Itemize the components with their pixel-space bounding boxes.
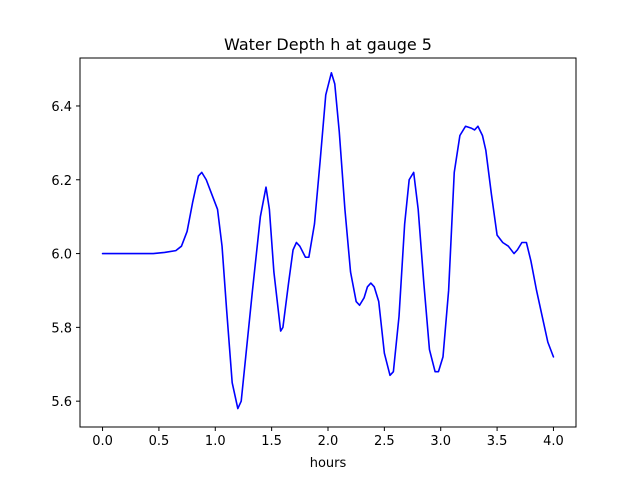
axes: 0.0 0.5 1.0 1.5 2.0 2.5 3.0 3.5 4.0 5.6 5.8 6.0 6.2 6… xyxy=(51,57,577,449)
x-tick-label: 3.5 xyxy=(487,434,508,449)
series-line-1 xyxy=(101,71,555,410)
y-tick-label: 6.4 xyxy=(51,100,72,115)
y-tick-label: 5.6 xyxy=(51,395,72,410)
x-tick-label: 4.0 xyxy=(543,434,564,449)
x-tick-label: 3.0 xyxy=(430,434,451,449)
y-tick-label: 6.0 xyxy=(51,248,72,263)
x-tick-label: 1.0 xyxy=(205,434,226,449)
x-axis-label: hours xyxy=(310,456,347,471)
x-tick-label: 2.5 xyxy=(374,434,395,449)
x-tick-label: 2.0 xyxy=(318,434,339,449)
x-tick-label: 0.0 xyxy=(92,434,113,449)
y-tick-label: 6.2 xyxy=(51,174,72,189)
chart-title: Water Depth h at gauge 5 xyxy=(224,35,432,54)
x-tick-label: 0.5 xyxy=(149,434,170,449)
y-tick-label: 5.8 xyxy=(51,321,72,336)
plot-area xyxy=(101,71,555,410)
x-tick-label: 1.5 xyxy=(261,434,282,449)
